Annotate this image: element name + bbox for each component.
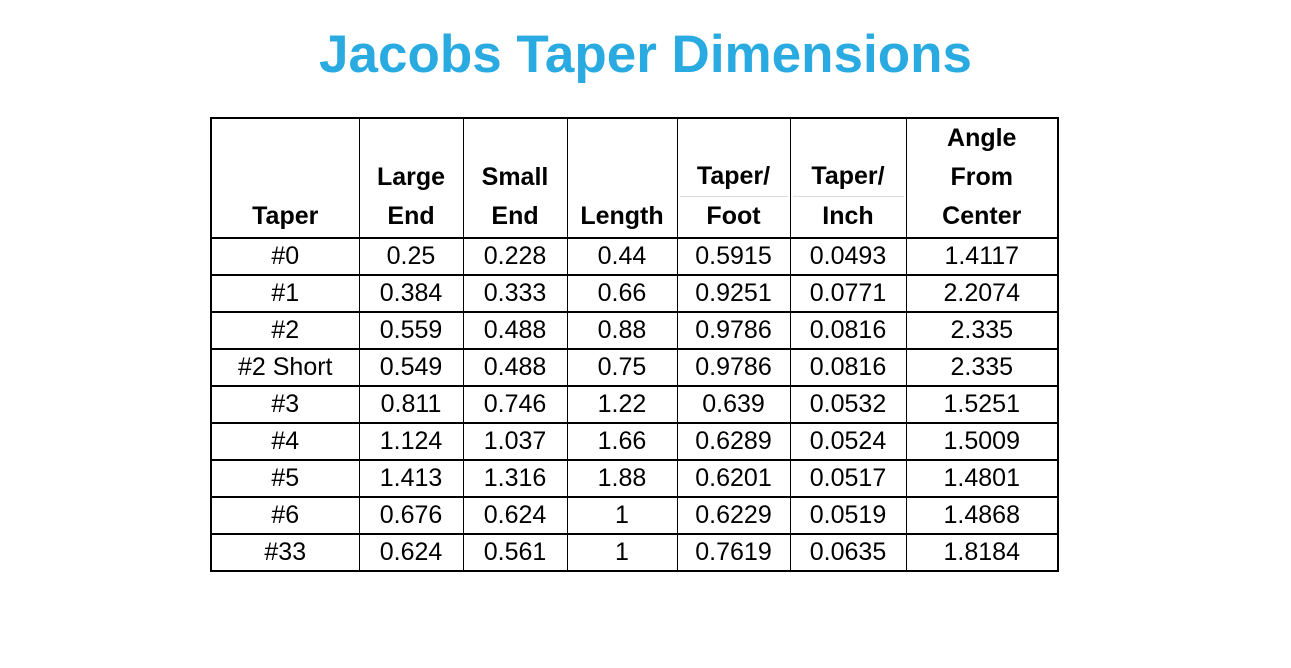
- value-cell-small-end: 0.488: [462, 348, 568, 388]
- value-cell-taper-per-foot: 0.9786: [676, 311, 791, 351]
- column-header-line: End: [387, 202, 435, 231]
- column-header-small-end: Small End: [462, 117, 568, 240]
- column-header-line: Angle: [947, 124, 1017, 153]
- value-cell-large-end: 0.559: [358, 311, 464, 351]
- value-cell-small-end: 0.561: [462, 533, 568, 573]
- taper-name-cell: #6: [210, 496, 360, 536]
- value-cell-length: 1.88: [566, 459, 678, 499]
- value-cell-length: 0.66: [566, 274, 678, 314]
- value-cell-angle-from-center: 2.335: [905, 311, 1059, 351]
- column-header-angle-from-center: Angle From Center: [905, 117, 1059, 240]
- value-cell-small-end: 0.746: [462, 385, 568, 425]
- value-cell-large-end: 0.25: [358, 237, 464, 277]
- taper-name-cell: #0: [210, 237, 360, 277]
- column-header-taper-per-foot: Taper/Foot: [676, 117, 791, 240]
- taper-name-cell: #33: [210, 533, 360, 573]
- column-header-line: Large: [376, 163, 446, 192]
- value-cell-taper-per-inch: 0.0635: [789, 533, 907, 573]
- value-cell-angle-from-center: 1.5251: [905, 385, 1059, 425]
- value-cell-large-end: 0.676: [358, 496, 464, 536]
- table-row--2: #2 0.559 0.488 0.88 0.9786 0.0816 2.335: [210, 311, 1059, 351]
- value-cell-large-end: 0.384: [358, 274, 464, 314]
- column-header-line: Length: [580, 202, 664, 231]
- value-cell-small-end: 1.316: [462, 459, 568, 499]
- value-cell-taper-per-inch: 0.0519: [789, 496, 907, 536]
- table-row--33: #33 0.624 0.561 1 0.7619 0.0635 1.8184: [210, 533, 1059, 573]
- value-cell-taper-per-foot: 0.6229: [676, 496, 791, 536]
- value-cell-large-end: 0.624: [358, 533, 464, 573]
- value-cell-small-end: 1.037: [462, 422, 568, 462]
- taper-name-cell: #4: [210, 422, 360, 462]
- table-row--0: #0 0.25 0.228 0.44 0.5915 0.0493 1.4117: [210, 237, 1059, 277]
- value-cell-angle-from-center: 1.4117: [905, 237, 1059, 277]
- value-cell-taper-per-inch: 0.0771: [789, 274, 907, 314]
- value-cell-angle-from-center: 2.2074: [905, 274, 1059, 314]
- value-cell-large-end: 1.124: [358, 422, 464, 462]
- value-cell-angle-from-center: 2.335: [905, 348, 1059, 388]
- value-cell-taper-per-inch: 0.0816: [789, 311, 907, 351]
- value-cell-taper-per-inch: 0.0532: [789, 385, 907, 425]
- column-header-length: Length: [566, 117, 678, 240]
- value-cell-length: 1: [566, 496, 678, 536]
- value-cell-taper-per-foot: 0.6201: [676, 459, 791, 499]
- table-row--2-short: #2 Short 0.549 0.488 0.75 0.9786 0.0816 2.335: [210, 348, 1059, 388]
- table-body: #0 0.25 0.228 0.44 0.5915 0.0493 1.4117 #1 0.384…: [210, 237, 1059, 573]
- column-header-line: Center: [942, 202, 1022, 231]
- column-header-large-end: Large End: [358, 117, 464, 240]
- page-title: Jacobs Taper Dimensions: [319, 25, 972, 84]
- table-row--6: #6 0.676 0.624 1 0.6229 0.0519 1.4868: [210, 496, 1059, 536]
- column-header-line: Taper/: [792, 157, 904, 198]
- value-cell-small-end: 0.488: [462, 311, 568, 351]
- jacobs-taper-dimensions-table: Taper Large End Small End Length Taper/Foot Tap…: [210, 117, 1059, 573]
- table-row--3: #3 0.811 0.746 1.22 0.639 0.0532 1.5251: [210, 385, 1059, 425]
- value-cell-taper-per-foot: 0.9786: [676, 348, 791, 388]
- table-row--1: #1 0.384 0.333 0.66 0.9251 0.0771 2.2074: [210, 274, 1059, 314]
- value-cell-taper-per-foot: 0.639: [676, 385, 791, 425]
- column-header-taper-per-inch: Taper/Inch: [789, 117, 907, 240]
- value-cell-taper-per-inch: 0.0517: [789, 459, 907, 499]
- value-cell-angle-from-center: 1.4801: [905, 459, 1059, 499]
- value-cell-angle-from-center: 1.8184: [905, 533, 1059, 573]
- taper-name-cell: #2: [210, 311, 360, 351]
- column-header-line: Foot: [706, 202, 761, 231]
- value-cell-large-end: 0.549: [358, 348, 464, 388]
- taper-name-cell: #2 Short: [210, 348, 360, 388]
- column-header-line: From: [950, 163, 1014, 192]
- header-row: Taper Large End Small End Length Taper/Foot Tap…: [210, 117, 1059, 240]
- column-header-line: Taper: [252, 202, 319, 231]
- value-cell-taper-per-inch: 0.0816: [789, 348, 907, 388]
- value-cell-length: 1.66: [566, 422, 678, 462]
- value-cell-small-end: 0.333: [462, 274, 568, 314]
- value-cell-large-end: 0.811: [358, 385, 464, 425]
- taper-name-cell: #3: [210, 385, 360, 425]
- value-cell-angle-from-center: 1.5009: [905, 422, 1059, 462]
- taper-name-cell: #5: [210, 459, 360, 499]
- taper-name-cell: #1: [210, 274, 360, 314]
- value-cell-taper-per-inch: 0.0524: [789, 422, 907, 462]
- value-cell-small-end: 0.624: [462, 496, 568, 536]
- column-header-line: Inch: [822, 202, 874, 231]
- value-cell-taper-per-foot: 0.9251: [676, 274, 791, 314]
- value-cell-length: 0.88: [566, 311, 678, 351]
- value-cell-taper-per-foot: 0.6289: [676, 422, 791, 462]
- column-header-line: Small: [481, 163, 549, 192]
- value-cell-angle-from-center: 1.4868: [905, 496, 1059, 536]
- value-cell-length: 0.75: [566, 348, 678, 388]
- value-cell-taper-per-inch: 0.0493: [789, 237, 907, 277]
- value-cell-taper-per-foot: 0.5915: [676, 237, 791, 277]
- column-header-line: Taper/: [679, 157, 788, 198]
- table-row--4: #4 1.124 1.037 1.66 0.6289 0.0524 1.5009: [210, 422, 1059, 462]
- column-header-line: End: [491, 202, 539, 231]
- value-cell-length: 0.44: [566, 237, 678, 277]
- value-cell-large-end: 1.413: [358, 459, 464, 499]
- value-cell-taper-per-foot: 0.7619: [676, 533, 791, 573]
- value-cell-length: 1.22: [566, 385, 678, 425]
- table-row--5: #5 1.413 1.316 1.88 0.6201 0.0517 1.4801: [210, 459, 1059, 499]
- value-cell-length: 1: [566, 533, 678, 573]
- value-cell-small-end: 0.228: [462, 237, 568, 277]
- column-header-taper: Taper: [210, 117, 360, 240]
